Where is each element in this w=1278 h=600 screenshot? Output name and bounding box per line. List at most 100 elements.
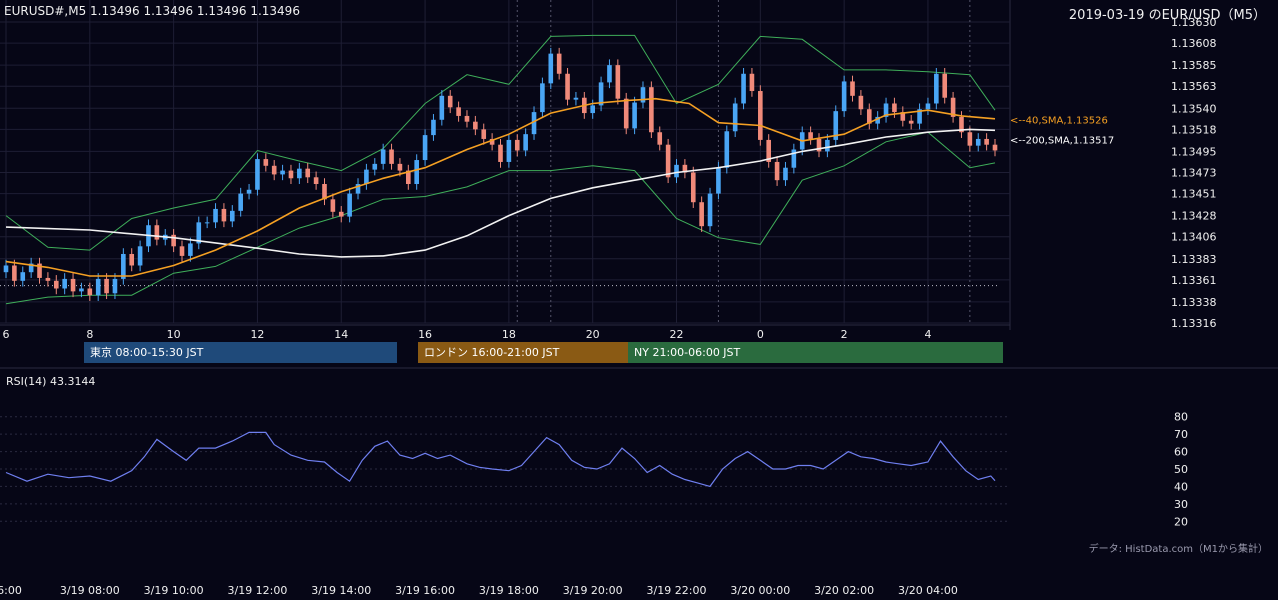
candle-down	[690, 166, 696, 208]
candle-body	[850, 81, 855, 96]
rsi-time-tick-label: 3/19 18:00	[479, 584, 539, 597]
candle-up	[674, 159, 679, 184]
candle-body	[623, 98, 629, 129]
candle-up	[934, 68, 939, 110]
candle-up	[380, 143, 386, 170]
candle-down	[447, 90, 453, 114]
candle-body	[62, 278, 67, 289]
candle-body	[45, 277, 51, 281]
candle-up	[875, 111, 880, 130]
source-note: データ: HistData.com（M1から集計）	[1088, 544, 1268, 555]
rsi-time-tick-label: 3/20 02:00	[814, 584, 874, 597]
candle-body	[540, 83, 545, 113]
sma200-line	[5, 128, 996, 258]
candle-body	[732, 103, 738, 132]
candle-up	[112, 273, 118, 300]
candle-down	[338, 206, 344, 223]
rsi-time-tick-label: 3/19 12:00	[227, 584, 287, 597]
candle-body	[833, 111, 839, 140]
candle-body	[171, 234, 176, 247]
candle-body	[255, 159, 260, 190]
candle-body	[129, 253, 135, 266]
candle-body	[456, 107, 461, 116]
candle-body	[498, 144, 503, 162]
candle-up	[724, 125, 730, 174]
time-tick-label: 2	[841, 328, 848, 341]
candle-down	[649, 81, 654, 138]
time-tick-label: 22	[670, 328, 684, 341]
candle-down	[623, 92, 629, 135]
candle-body	[104, 278, 109, 294]
price-tick-label: 1.13361	[1171, 274, 1217, 287]
rsi-time-tick-label: 06:00	[0, 584, 22, 597]
candle-up	[975, 133, 981, 152]
candle-up	[229, 205, 235, 228]
price-tick-label: 1.13585	[1171, 59, 1217, 72]
price-tick-label: 1.13316	[1171, 317, 1217, 330]
candle-up	[213, 203, 218, 229]
rsi-tick-label: 60	[1174, 446, 1188, 459]
candle-up	[347, 187, 352, 223]
candle-body	[749, 73, 755, 92]
candle-body	[121, 253, 126, 279]
candle-up	[548, 47, 554, 90]
rsi-time-tick-label: 3/19 16:00	[395, 584, 455, 597]
rsi-time-tick-label: 3/19 08:00	[60, 584, 120, 597]
rsi-header: RSI(14) 43.3144	[6, 375, 96, 388]
time-tick-label: 0	[757, 328, 764, 341]
rsi-time-tick-label: 3/19 22:00	[647, 584, 707, 597]
candle-down	[263, 153, 269, 172]
candle-up	[841, 75, 847, 117]
rsi-tick-label: 40	[1174, 480, 1188, 493]
candle-body	[414, 160, 419, 185]
candle-up	[280, 164, 285, 181]
bollinger-upper-line	[5, 34, 996, 251]
candle-down	[45, 272, 51, 287]
candle-body	[372, 163, 378, 170]
candle-down	[950, 91, 956, 123]
candle-body	[741, 73, 746, 104]
candle-body	[556, 53, 562, 74]
time-tick-label: 18	[502, 328, 516, 341]
candle-body	[53, 280, 59, 289]
candle-body	[674, 164, 679, 178]
candle-down	[967, 126, 973, 152]
candle-body	[724, 131, 730, 168]
candle-body	[565, 73, 570, 100]
candle-down	[900, 106, 906, 127]
candle-body	[481, 129, 487, 139]
candle-up	[707, 187, 713, 232]
candle-body	[959, 116, 964, 133]
time-tick-label: 4	[924, 328, 931, 341]
candle-down	[406, 164, 411, 190]
candle-up	[531, 106, 537, 140]
candle-down	[70, 273, 76, 298]
candle-body	[640, 87, 646, 103]
candle-body	[607, 65, 612, 83]
candle-body	[297, 168, 302, 179]
candle-up	[28, 257, 34, 278]
rsi-line	[5, 431, 996, 488]
candle-body	[975, 138, 981, 146]
candle-body	[783, 167, 788, 181]
candle-down	[473, 115, 478, 136]
time-tick-label: 14	[334, 328, 348, 341]
candle-body	[271, 165, 277, 175]
candle-up	[204, 216, 210, 229]
symbol-info: EURUSD#,M5 1.13496 1.13496 1.13496 1.134…	[4, 4, 300, 18]
candle-body	[934, 73, 939, 104]
candle-down	[171, 229, 176, 253]
candle-down	[498, 138, 503, 168]
candle-body	[305, 168, 311, 178]
price-tick-label: 1.13473	[1171, 167, 1217, 180]
candle-up	[364, 163, 369, 190]
candle-down	[456, 101, 461, 122]
candle-down	[816, 133, 822, 158]
candle-up	[355, 178, 361, 200]
time-tick-label: 20	[586, 328, 600, 341]
candle-down	[322, 178, 327, 206]
candle-body	[682, 164, 688, 173]
candle-body	[12, 265, 17, 281]
